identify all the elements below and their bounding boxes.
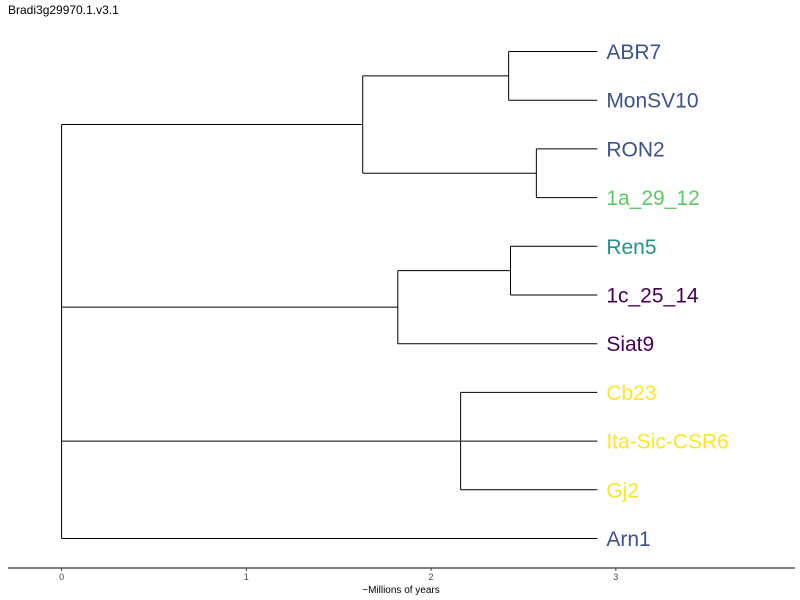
tree-branches	[61, 51, 598, 539]
x-axis-ticks: 0 1 2 3	[59, 568, 618, 582]
tip-label: Ita-Sic-CSR6	[606, 431, 729, 454]
x-axis-title: ~Millions of years	[362, 585, 440, 596]
x-tick-label: 1	[244, 572, 249, 582]
tip-label: Arn1	[606, 528, 650, 551]
tip-label: Ren5	[606, 236, 656, 259]
tip-label: MonSV10	[606, 90, 698, 113]
chart-title: Bradi3g29970.1.v3.1	[8, 3, 119, 17]
tip-label: ABR7	[606, 41, 661, 64]
tip-labels: ABR7 MonSV10 RON2 1a_29_12 Ren5 1c_25_14 Siat9…	[606, 41, 729, 551]
tip-label: Gj2	[606, 479, 639, 502]
tip-label: Cb23	[606, 382, 656, 405]
x-axis: 0 1 2 3 ~Millions of years	[8, 567, 795, 596]
tip-label: RON2	[606, 138, 664, 161]
tip-label: Siat9	[606, 333, 654, 356]
x-tick-label: 0	[59, 572, 64, 582]
tip-label: 1c_25_14	[606, 285, 699, 308]
tip-label: 1a_29_12	[606, 187, 699, 210]
x-tick-label: 2	[429, 572, 434, 582]
x-tick-label: 3	[613, 572, 618, 582]
